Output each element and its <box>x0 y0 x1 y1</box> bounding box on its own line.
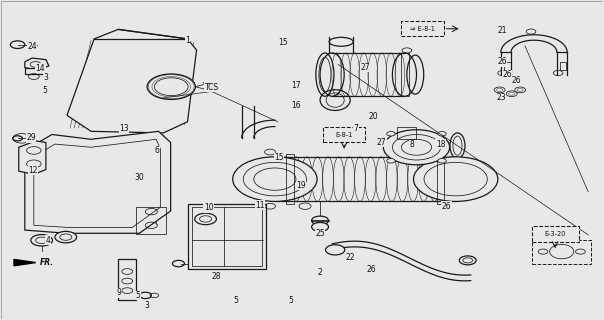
Text: 28: 28 <box>211 272 221 281</box>
Text: 22: 22 <box>345 253 355 262</box>
Bar <box>118 259 137 300</box>
Circle shape <box>299 203 311 209</box>
Circle shape <box>459 256 476 265</box>
Text: FR.: FR. <box>40 258 54 267</box>
Text: 13: 13 <box>120 124 129 133</box>
FancyBboxPatch shape <box>532 226 579 242</box>
Circle shape <box>538 249 548 254</box>
Bar <box>286 154 294 204</box>
Text: 5: 5 <box>233 296 238 305</box>
Polygon shape <box>25 58 49 70</box>
Circle shape <box>438 158 446 163</box>
Text: 15: 15 <box>278 38 288 47</box>
Polygon shape <box>25 68 43 74</box>
Circle shape <box>147 74 195 100</box>
Circle shape <box>384 130 449 165</box>
Text: 11: 11 <box>255 201 265 210</box>
Text: 26: 26 <box>511 76 521 85</box>
Text: 19: 19 <box>296 181 306 190</box>
Bar <box>560 62 566 70</box>
FancyBboxPatch shape <box>402 21 443 36</box>
Text: TCS: TCS <box>205 83 219 92</box>
Text: 9: 9 <box>117 288 121 297</box>
Text: 26: 26 <box>502 70 512 79</box>
Circle shape <box>387 158 395 163</box>
Text: 16: 16 <box>291 101 301 110</box>
Circle shape <box>438 132 446 136</box>
Circle shape <box>312 216 329 225</box>
Text: 24: 24 <box>27 42 37 52</box>
Circle shape <box>194 213 216 225</box>
Text: 30: 30 <box>135 173 144 182</box>
Text: 4: 4 <box>45 236 50 245</box>
Polygon shape <box>67 29 196 133</box>
Bar <box>437 154 444 204</box>
Text: 26: 26 <box>442 202 451 211</box>
Text: ⇒ E-8-1: ⇒ E-8-1 <box>410 26 435 32</box>
Polygon shape <box>25 131 171 233</box>
Polygon shape <box>34 139 161 228</box>
Bar <box>402 53 409 96</box>
Text: 12: 12 <box>28 166 37 175</box>
Text: 5: 5 <box>136 291 141 300</box>
Bar <box>192 207 262 266</box>
Text: 2: 2 <box>318 268 323 277</box>
Text: 3: 3 <box>145 301 150 310</box>
Text: 5: 5 <box>289 296 294 305</box>
Text: 14: 14 <box>36 64 45 73</box>
Bar <box>532 240 591 264</box>
Text: 23: 23 <box>496 93 506 102</box>
Text: 5: 5 <box>42 86 47 95</box>
Text: 26: 26 <box>367 265 376 275</box>
Text: 6: 6 <box>155 146 160 155</box>
Text: 8: 8 <box>410 140 414 149</box>
Text: 17: 17 <box>291 81 301 90</box>
Circle shape <box>387 132 395 136</box>
Bar <box>397 127 417 139</box>
FancyBboxPatch shape <box>323 127 365 142</box>
Polygon shape <box>14 260 36 266</box>
Circle shape <box>312 222 329 231</box>
Circle shape <box>576 249 585 254</box>
Text: E-3-20: E-3-20 <box>544 231 566 237</box>
Circle shape <box>31 235 53 246</box>
Text: 25: 25 <box>315 229 325 238</box>
Text: E-8-1: E-8-1 <box>336 132 353 138</box>
Text: 27: 27 <box>361 63 370 72</box>
Text: 3: 3 <box>43 73 48 82</box>
Bar <box>187 204 266 269</box>
Circle shape <box>55 231 77 243</box>
Bar <box>504 62 510 70</box>
Circle shape <box>233 157 317 201</box>
Bar <box>137 207 167 234</box>
Text: 1: 1 <box>185 36 190 45</box>
Text: 15: 15 <box>274 153 284 162</box>
Text: 20: 20 <box>368 113 378 122</box>
Circle shape <box>506 91 517 97</box>
Text: 10: 10 <box>204 203 213 212</box>
Circle shape <box>414 157 498 201</box>
Text: 27: 27 <box>377 138 387 147</box>
Circle shape <box>326 245 345 255</box>
Text: 7: 7 <box>354 124 359 133</box>
Text: 18: 18 <box>436 140 445 148</box>
Text: 21: 21 <box>497 26 507 35</box>
Polygon shape <box>19 141 46 174</box>
Text: TCS: TCS <box>204 82 220 91</box>
Text: 29: 29 <box>26 133 36 142</box>
Circle shape <box>494 87 505 93</box>
Circle shape <box>515 87 525 93</box>
Text: 26: 26 <box>497 57 507 66</box>
